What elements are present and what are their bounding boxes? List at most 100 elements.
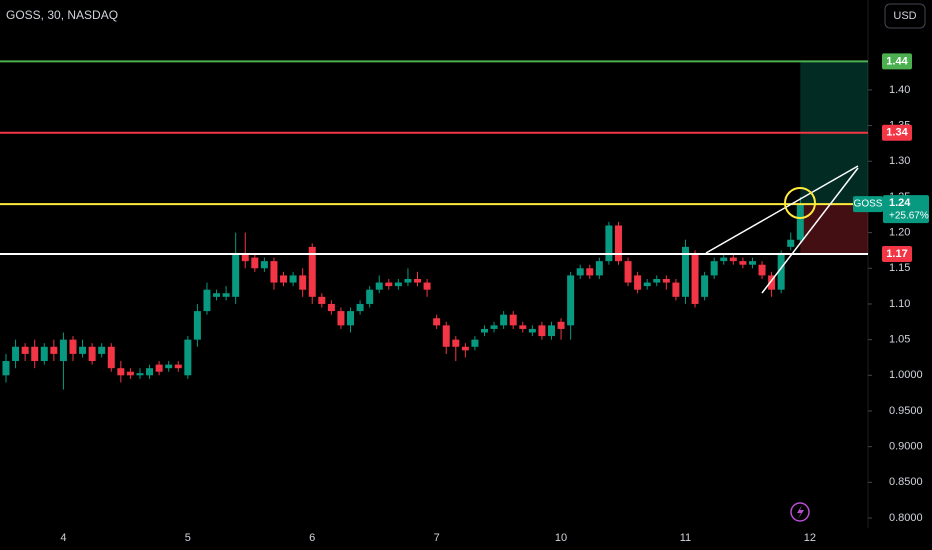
trendline — [761, 167, 859, 294]
candle-body — [79, 346, 87, 354]
y-tick-label: 0.9500 — [889, 405, 923, 417]
candle-body — [59, 339, 67, 362]
x-tick-label: 7 — [434, 532, 440, 544]
price-label: 1.44 — [886, 55, 908, 67]
candle-body — [634, 275, 642, 290]
candle-body — [232, 254, 240, 297]
candle-body — [777, 254, 785, 290]
candle-body — [547, 325, 555, 337]
y-tick-label: 1.10 — [889, 298, 910, 310]
chart-title: GOSS, 30, NASDAQ — [6, 8, 118, 22]
lightning-glyph — [797, 505, 804, 519]
candle-body — [404, 278, 412, 283]
candle-body — [414, 278, 422, 283]
x-tick-label: 4 — [60, 532, 66, 544]
price-label: 1.17 — [886, 248, 907, 260]
candle-body — [50, 346, 58, 354]
candle-body — [614, 225, 622, 262]
candle-body — [117, 368, 125, 376]
candle-body — [251, 257, 259, 269]
candle-body — [184, 339, 192, 376]
candle-body — [481, 328, 488, 333]
y-tick-label: 1.15 — [889, 262, 910, 274]
candle-body — [146, 368, 154, 376]
candle-body — [691, 254, 699, 304]
candle-body — [681, 246, 689, 297]
candle-body — [557, 321, 565, 329]
candle-body — [136, 373, 144, 376]
x-tick-label: 10 — [555, 532, 567, 544]
y-tick-label: 1.0000 — [889, 369, 923, 381]
candle-body — [40, 346, 48, 362]
candle-body — [528, 328, 536, 333]
candle-body — [21, 346, 29, 354]
candle-body — [174, 364, 182, 369]
candle-body — [433, 318, 441, 326]
candle-body — [2, 361, 10, 376]
candle-body — [605, 225, 613, 262]
candle-body — [461, 346, 469, 351]
candle-body — [126, 371, 134, 376]
price-tag-bg — [883, 195, 929, 224]
candle-body — [643, 282, 651, 287]
candle-body — [308, 246, 316, 297]
candle-body — [729, 257, 737, 262]
price-label-bg — [882, 246, 912, 263]
candle-body — [222, 293, 230, 297]
candle-body — [260, 261, 268, 269]
symbol-tag: GOSS — [854, 199, 883, 210]
y-tick-label: 1.40 — [889, 84, 910, 96]
candle-body — [490, 325, 498, 329]
price-tag-change: +25.67% — [889, 211, 929, 222]
candle-body — [720, 257, 728, 262]
y-tick-label: 0.9000 — [889, 441, 923, 453]
highlight-circle — [784, 187, 816, 219]
candle-body — [318, 296, 326, 304]
candle-body — [203, 289, 211, 312]
x-tick-label: 6 — [309, 532, 315, 544]
candle-body — [509, 314, 517, 326]
price-label-bg — [882, 124, 912, 141]
candle-body — [107, 346, 115, 369]
candle-body — [213, 293, 221, 297]
candle-body — [586, 268, 594, 276]
y-tick-label: 1.20 — [889, 227, 910, 239]
candle-body — [595, 261, 603, 276]
plot — [0, 60, 872, 519]
candle-body — [241, 254, 249, 262]
x-tick-label: 12 — [804, 532, 816, 544]
candle-body — [701, 275, 709, 297]
price-tag-value: 1.24 — [889, 197, 911, 209]
price-label: 1.34 — [886, 127, 908, 139]
candle-body — [576, 268, 584, 276]
candle-body — [347, 311, 355, 326]
candle-body — [768, 275, 776, 290]
candle-body — [337, 311, 345, 326]
currency-button[interactable] — [884, 3, 926, 29]
candle-body — [327, 303, 335, 312]
trendline — [705, 165, 859, 254]
y-tick-label: 1.05 — [889, 334, 910, 346]
candle-body — [12, 346, 20, 362]
candle-body — [98, 346, 106, 354]
x-tick-label: 11 — [680, 532, 691, 544]
candle-body — [796, 204, 804, 240]
candle-body — [787, 239, 795, 247]
candle-body — [289, 275, 297, 283]
y-tick-label: 1.30 — [889, 155, 910, 167]
candle-body — [758, 264, 766, 276]
x-tick-label: 5 — [185, 532, 191, 544]
candle-body — [739, 261, 747, 265]
candle-body — [394, 282, 402, 287]
candle-body — [280, 275, 288, 283]
candle-body — [299, 275, 307, 290]
candle-body — [672, 282, 680, 297]
lightning-icon[interactable] — [790, 502, 810, 522]
candle-body — [662, 278, 670, 283]
candle-body — [519, 325, 527, 329]
y-tick-label: 0.8000 — [889, 512, 923, 524]
candle-body — [31, 346, 39, 362]
candle-body — [538, 325, 546, 337]
candle-body — [366, 289, 374, 304]
